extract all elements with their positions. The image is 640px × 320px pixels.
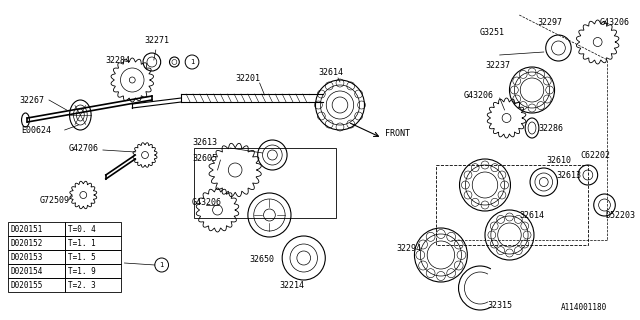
Text: 32286: 32286 <box>538 124 563 132</box>
Bar <box>65 278 122 292</box>
Text: FRONT: FRONT <box>385 129 410 138</box>
Text: 32605: 32605 <box>192 154 217 163</box>
Text: 32237: 32237 <box>485 60 510 69</box>
Text: D020152: D020152 <box>11 238 43 247</box>
Text: T=2. 3: T=2. 3 <box>68 281 95 290</box>
Bar <box>65 264 122 278</box>
Text: D020154: D020154 <box>11 267 43 276</box>
Text: G42706: G42706 <box>68 143 99 153</box>
Bar <box>8 278 65 292</box>
Text: 32214: 32214 <box>279 281 304 290</box>
Text: 32284: 32284 <box>106 55 131 65</box>
Text: D020155: D020155 <box>11 281 43 290</box>
Bar <box>65 222 122 236</box>
Text: 32613: 32613 <box>557 171 582 180</box>
Bar <box>8 236 65 250</box>
Text: 1: 1 <box>159 262 164 268</box>
Text: 32201: 32201 <box>235 74 260 83</box>
Bar <box>65 236 122 250</box>
Text: 32294: 32294 <box>397 244 422 252</box>
Text: 32271: 32271 <box>144 36 169 44</box>
Bar <box>194 148 336 218</box>
Bar <box>8 250 65 264</box>
Text: D020153: D020153 <box>11 252 43 261</box>
Text: 32614: 32614 <box>319 68 344 76</box>
Text: 1: 1 <box>190 59 194 65</box>
Text: T=1. 5: T=1. 5 <box>68 252 95 261</box>
Text: G43206: G43206 <box>600 18 630 27</box>
Text: T=1. 9: T=1. 9 <box>68 267 95 276</box>
Text: G72509: G72509 <box>39 196 69 204</box>
Text: 32315: 32315 <box>487 300 512 309</box>
Text: G43206: G43206 <box>192 197 222 206</box>
Text: 32650: 32650 <box>250 255 275 265</box>
Text: E00624: E00624 <box>22 125 52 134</box>
Text: G3251: G3251 <box>480 28 505 36</box>
Bar <box>8 264 65 278</box>
Text: D52203: D52203 <box>605 211 636 220</box>
Text: 32613: 32613 <box>192 138 217 147</box>
Text: 32610: 32610 <box>547 156 572 164</box>
Bar <box>436 165 588 245</box>
Bar <box>65 250 122 264</box>
Text: D020151: D020151 <box>11 225 43 234</box>
Text: G43206: G43206 <box>463 91 493 100</box>
Text: A114001180: A114001180 <box>561 303 607 312</box>
Text: C62202: C62202 <box>580 150 610 159</box>
Text: 32614: 32614 <box>519 211 544 220</box>
Bar <box>8 222 65 236</box>
Text: T=1. 1: T=1. 1 <box>68 238 95 247</box>
Text: T=0. 4: T=0. 4 <box>68 225 95 234</box>
Text: 32267: 32267 <box>20 95 45 105</box>
Text: 32297: 32297 <box>537 18 562 27</box>
